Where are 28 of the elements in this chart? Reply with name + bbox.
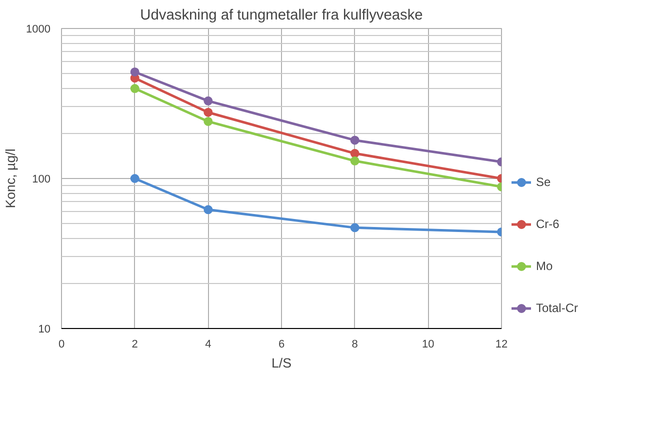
legend-label: Total-Cr bbox=[536, 301, 578, 315]
point bbox=[350, 223, 360, 232]
point bbox=[350, 148, 360, 158]
point bbox=[130, 84, 140, 94]
y-tick-label: 100 bbox=[32, 174, 51, 186]
x-tick-label: 8 bbox=[352, 338, 358, 350]
point bbox=[350, 156, 360, 166]
legend-label: Mo bbox=[536, 259, 554, 273]
y-tick-label: 1000 bbox=[26, 24, 51, 36]
y-axis-title: Konc, µg/l bbox=[3, 148, 18, 208]
point bbox=[204, 96, 213, 106]
x-tick-label: 0 bbox=[58, 338, 65, 350]
x-tick-label: 12 bbox=[495, 338, 508, 350]
chart-title: Udvaskning af tungmetaller fra kulflyveaske bbox=[140, 8, 423, 24]
legend-label: Cr-6 bbox=[536, 217, 560, 231]
y-tick-label: 10 bbox=[38, 324, 51, 336]
point bbox=[204, 116, 213, 126]
point bbox=[204, 108, 213, 117]
x-axis-title: L/S bbox=[271, 356, 292, 370]
x-tick-label: 2 bbox=[132, 338, 138, 350]
x-tick-label: 6 bbox=[278, 338, 285, 350]
point bbox=[204, 205, 213, 214]
x-tick-label: 10 bbox=[422, 338, 434, 350]
point bbox=[350, 136, 360, 145]
point bbox=[130, 174, 140, 183]
x-tick-label: 4 bbox=[205, 338, 212, 350]
legend-label: Se bbox=[536, 175, 552, 189]
point bbox=[130, 67, 140, 76]
